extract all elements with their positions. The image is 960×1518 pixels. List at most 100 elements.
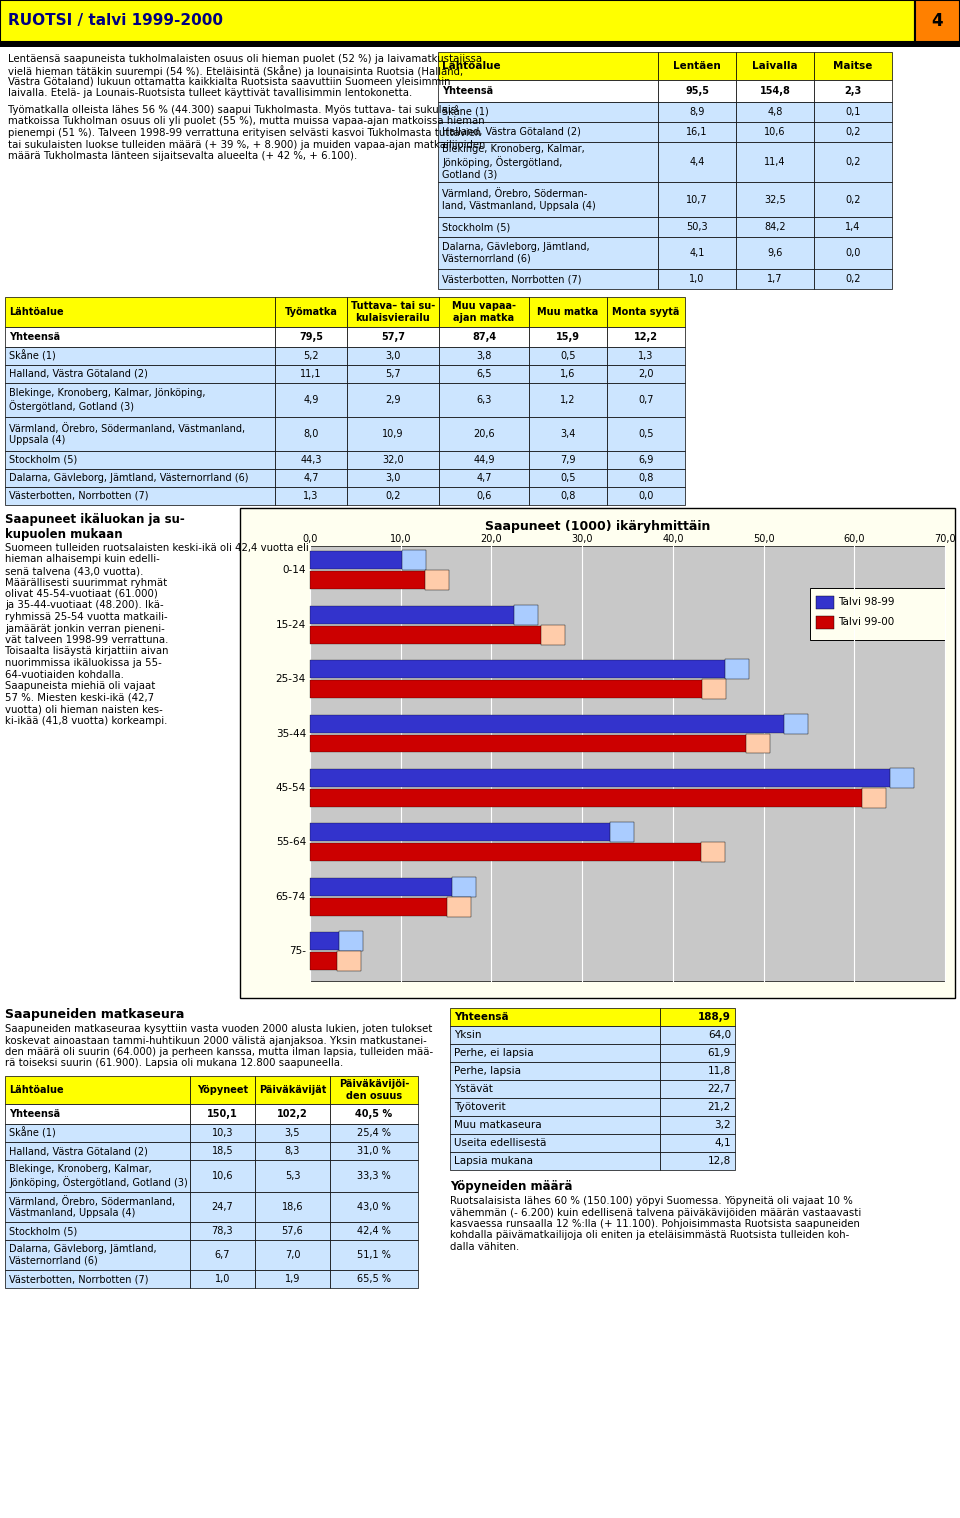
Text: 24,7: 24,7 [211, 1202, 233, 1211]
Bar [275, 451, 347, 469]
Bar [5, 383, 275, 417]
Bar [275, 383, 347, 417]
Text: 1,3: 1,3 [303, 490, 319, 501]
Text: 0,2: 0,2 [385, 490, 400, 501]
Text: Blekinge, Kronoberg, Kalmar, Jönköping,
Östergötland, Gotland (3): Blekinge, Kronoberg, Kalmar, Jönköping, … [9, 389, 205, 411]
Bar [330, 1076, 418, 1104]
Bar [330, 1160, 418, 1192]
Bar [450, 1044, 660, 1063]
Bar [814, 237, 892, 269]
Text: 15.2: 15.2 [447, 902, 470, 911]
Text: Västra Götaland) lukuun ottamatta kaikkialta Ruotsista saavuttiin Suomeen yleisi: Västra Götaland) lukuun ottamatta kaikki… [8, 77, 450, 87]
Bar [5, 326, 275, 348]
Bar [310, 735, 747, 753]
Text: Yhteensä: Yhteensä [454, 1013, 509, 1022]
Text: Lähtöalue: Lähtöalue [442, 61, 500, 71]
Bar [190, 1142, 255, 1160]
Text: 0,5: 0,5 [638, 430, 654, 439]
Text: 10,0: 10,0 [390, 534, 412, 543]
Bar [450, 1134, 660, 1152]
Bar [701, 842, 725, 862]
Bar [814, 143, 892, 182]
Text: 10,3: 10,3 [212, 1128, 233, 1138]
Bar [529, 364, 607, 383]
Text: 6,9: 6,9 [638, 455, 654, 465]
Bar [438, 143, 658, 182]
Text: 3.3: 3.3 [343, 937, 359, 946]
Text: 3,0: 3,0 [385, 474, 400, 483]
Text: Saapuneet (1000) ikäryhmittäin: Saapuneet (1000) ikäryhmittäin [485, 521, 710, 533]
Text: 5,2: 5,2 [303, 351, 319, 361]
Bar [330, 1222, 418, 1240]
Text: 57,7: 57,7 [381, 332, 405, 342]
Text: Stockholm (5): Stockholm (5) [442, 222, 511, 232]
Text: 18,6: 18,6 [281, 1202, 303, 1211]
Bar [438, 52, 658, 80]
Text: 48.2: 48.2 [746, 739, 770, 748]
Bar [607, 298, 685, 326]
Bar [337, 950, 361, 972]
Text: 1,4: 1,4 [846, 222, 861, 232]
Text: jamäärät jonkin verran pieneni-: jamäärät jonkin verran pieneni- [5, 624, 165, 633]
Text: 0,7: 0,7 [638, 395, 654, 405]
Bar [438, 121, 658, 143]
Bar [660, 1008, 735, 1026]
Bar [607, 326, 685, 348]
Text: 10,6: 10,6 [212, 1170, 233, 1181]
Text: 1,9: 1,9 [285, 1274, 300, 1284]
Text: 87,4: 87,4 [472, 332, 496, 342]
Text: 1,2: 1,2 [561, 395, 576, 405]
Text: 2,3: 2,3 [845, 87, 862, 96]
Bar [347, 348, 439, 364]
Bar [658, 217, 736, 237]
Bar [310, 680, 703, 698]
Text: Tuttava– tai su-
kulaisvierailu: Tuttava– tai su- kulaisvierailu [350, 301, 435, 323]
Text: Saapuneet ikäluokan ja su-
kupuolen mukaan: Saapuneet ikäluokan ja su- kupuolen muka… [5, 513, 184, 540]
Text: 2,9: 2,9 [385, 395, 400, 405]
Text: 4,9: 4,9 [303, 395, 319, 405]
Text: Päiväkävijöi-
den osuus: Päiväkävijöi- den osuus [339, 1079, 409, 1101]
Text: 4,1: 4,1 [714, 1138, 731, 1148]
Bar [310, 897, 448, 915]
Text: Ystävät: Ystävät [454, 1084, 492, 1094]
Text: 61,9: 61,9 [708, 1047, 731, 1058]
Text: Halland, Västra Götaland (2): Halland, Västra Götaland (2) [9, 1146, 148, 1157]
Text: kasvaessa runsaalla 12 %:lla (+ 11.100). Pohjoisimmasta Ruotsista saapuneiden: kasvaessa runsaalla 12 %:lla (+ 11.100).… [450, 1219, 860, 1230]
Bar [347, 383, 439, 417]
Bar [658, 269, 736, 288]
Text: 0,2: 0,2 [845, 156, 861, 167]
Bar [439, 348, 529, 364]
Bar [275, 298, 347, 326]
Bar [255, 1160, 330, 1192]
Bar [275, 326, 347, 348]
Text: 10,6: 10,6 [764, 128, 785, 137]
Text: 52.4: 52.4 [784, 720, 808, 729]
Bar [310, 571, 426, 589]
Text: Saapuneiden matkaseura: Saapuneiden matkaseura [5, 1008, 184, 1022]
Text: 0,1: 0,1 [846, 106, 861, 117]
Bar [529, 348, 607, 364]
Bar [736, 217, 814, 237]
Bar [330, 1142, 418, 1160]
Bar [347, 298, 439, 326]
Bar [736, 52, 814, 80]
Text: 42,4 %: 42,4 % [357, 1227, 391, 1236]
Bar [607, 487, 685, 505]
Text: määrä Tukholmasta länteen sijaitsevalta alueelta (+ 42 %, + 6.100).: määrä Tukholmasta länteen sijaitsevalta … [8, 150, 357, 161]
Bar [607, 451, 685, 469]
Text: 16,1: 16,1 [686, 128, 708, 137]
Text: ryhmissä 25-54 vuotta matkaili-: ryhmissä 25-54 vuotta matkaili- [5, 612, 168, 622]
Text: Blekinge, Kronoberg, Kalmar,
Jönköping, Östergötland, Gotland (3): Blekinge, Kronoberg, Kalmar, Jönköping, … [9, 1164, 188, 1189]
Bar [438, 102, 658, 121]
Text: 20,0: 20,0 [481, 534, 502, 543]
Bar [190, 1222, 255, 1240]
Bar [439, 298, 529, 326]
Bar [702, 679, 726, 700]
Text: Perhe, lapsia: Perhe, lapsia [454, 1066, 521, 1076]
Text: 6,7: 6,7 [215, 1249, 230, 1260]
Text: hieman alhaisempi kuin edelli-: hieman alhaisempi kuin edelli- [5, 554, 159, 565]
Text: RUOTSI / talvi 1999-2000: RUOTSI / talvi 1999-2000 [8, 14, 223, 29]
Text: 22,7: 22,7 [708, 1084, 731, 1094]
Text: 5,7: 5,7 [385, 369, 401, 380]
Bar [190, 1104, 255, 1123]
